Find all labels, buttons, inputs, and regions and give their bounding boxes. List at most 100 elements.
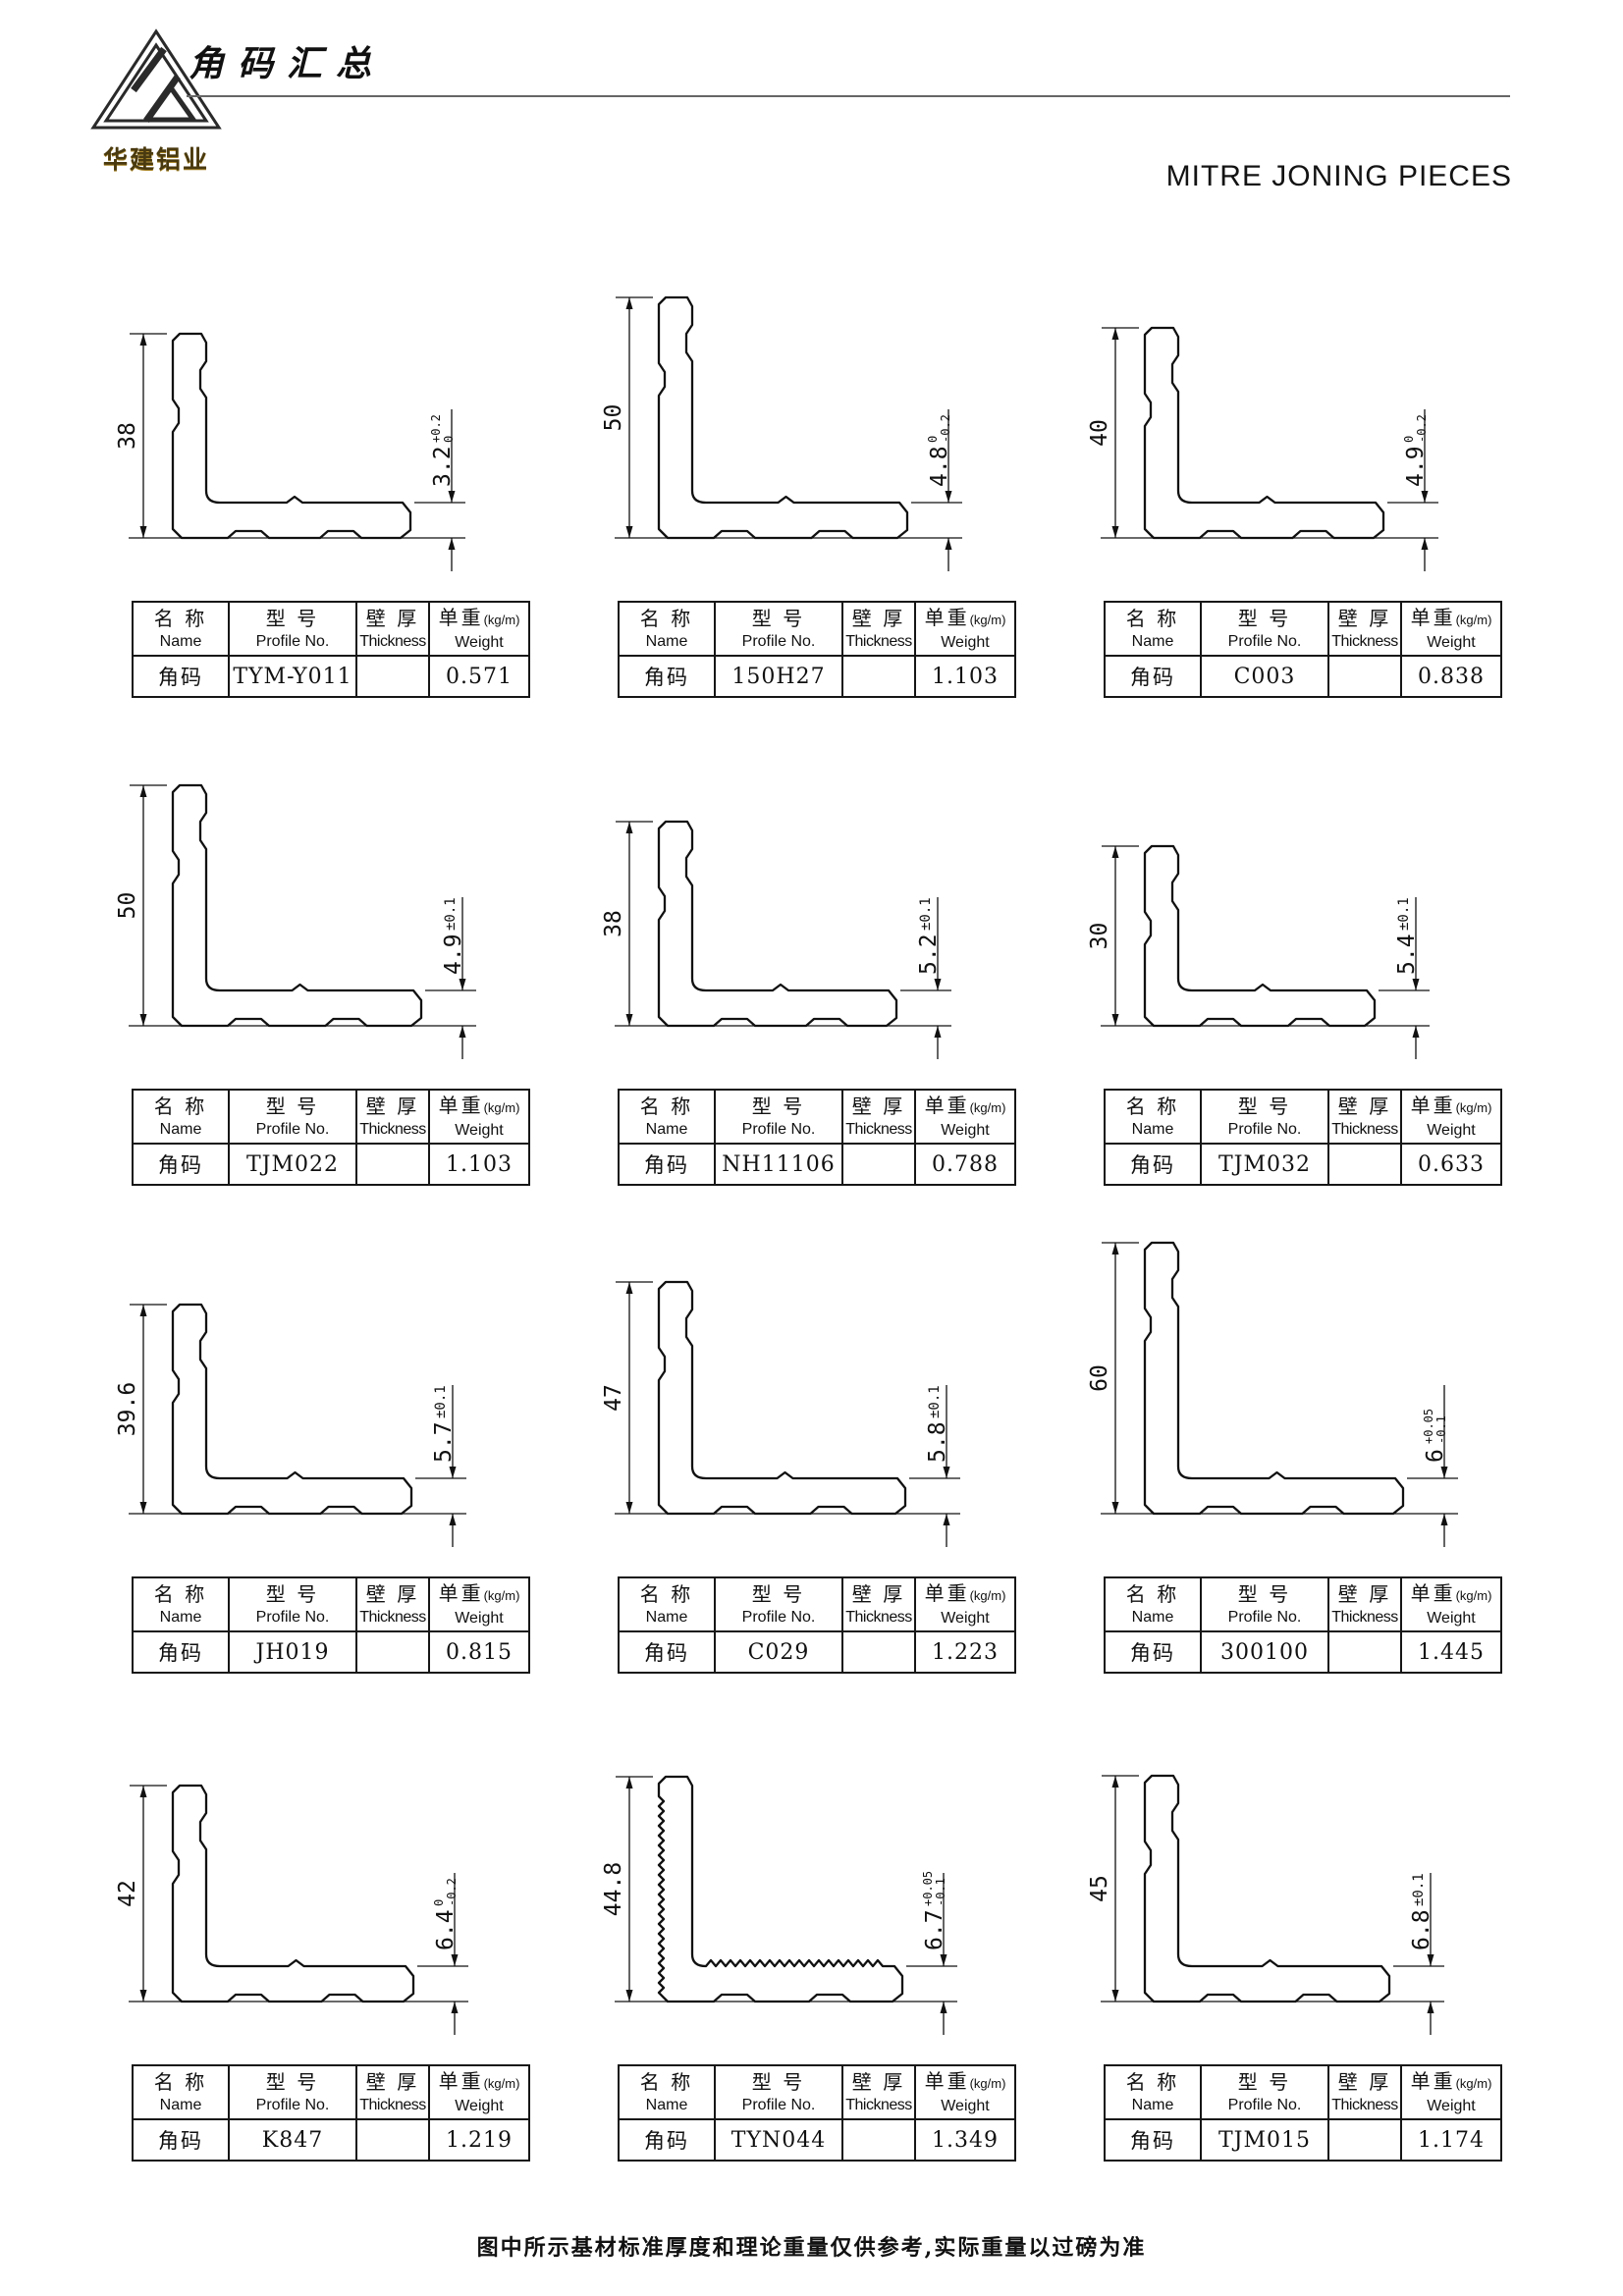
spec-header-row: 名 称 Name 型 号 Profile No. 壁 厚 Thickness 单重(k… <box>132 2064 530 2120</box>
profile-cell: 45 6.8 ±0.1 名 称 Name 型 号 Profile No. 壁 厚 Thi… <box>1076 1697 1539 2162</box>
part-name: 角码 <box>1104 1143 1202 1186</box>
profile-spec-table: 名 称 Name 型 号 Profile No. 壁 厚 Thickness 单重(k… <box>1104 2064 1502 2162</box>
profile-spec-table: 名 称 Name 型 号 Profile No. 壁 厚 Thickness 单重(k… <box>1104 1089 1502 1186</box>
thickness-value <box>355 655 430 698</box>
svg-text:4.9: 4.9 <box>441 934 466 975</box>
svg-text:5.8: 5.8 <box>925 1421 950 1463</box>
spec-header-row: 名 称 Name 型 号 Profile No. 壁 厚 Thickness 单重(k… <box>1104 1089 1502 1145</box>
profile-no: TJM032 <box>1200 1143 1329 1186</box>
svg-text:-0.1: -0.1 <box>934 1878 947 1906</box>
profile-drawing: 42 6.4 0 -0.2 <box>115 1784 468 2035</box>
profile-drawing: 50 4.9 ±0.1 <box>115 783 476 1059</box>
profile-drawing: 38 3.2 +0.2 0 <box>115 332 465 571</box>
svg-text:±0.1: ±0.1 <box>433 1385 449 1418</box>
col-header-weight: 单重(kg/m) Weight <box>1400 1089 1502 1145</box>
col-header-weight: 单重(kg/m) Weight <box>914 2064 1016 2120</box>
profile-no: TJM015 <box>1200 2118 1329 2162</box>
profile-spec-table: 名 称 Name 型 号 Profile No. 壁 厚 Thickness 单重(k… <box>618 1089 1016 1186</box>
svg-text:±0.1: ±0.1 <box>1411 1873 1427 1906</box>
part-name: 角码 <box>618 1143 716 1186</box>
svg-text:5.7: 5.7 <box>431 1421 457 1463</box>
svg-text:-0.1: -0.1 <box>1434 1415 1448 1444</box>
profile-drawing: 45 6.8 ±0.1 <box>1087 1774 1444 2035</box>
col-header-name: 名 称 Name <box>132 1089 230 1145</box>
weight-value: 0.788 <box>914 1143 1016 1186</box>
profile-no: 300100 <box>1200 1630 1329 1674</box>
profile-spec-table: 名 称 Name 型 号 Profile No. 壁 厚 Thickness 单重(k… <box>1104 1576 1502 1674</box>
col-header-thickness: 壁 厚 Thickness <box>841 601 916 657</box>
col-header-thickness: 壁 厚 Thickness <box>1327 601 1402 657</box>
col-header-thickness: 壁 厚 Thickness <box>841 1089 916 1145</box>
svg-text:3.2: 3.2 <box>430 446 456 487</box>
profile-no: TYN044 <box>714 2118 843 2162</box>
profile-cell: 47 5.8 ±0.1 名 称 Name 型 号 Profile No. 壁 厚 Thi… <box>590 1209 1053 1674</box>
part-name: 角码 <box>132 655 230 698</box>
spec-data-row: 角码 C029 1.223 <box>618 1630 1016 1674</box>
col-header-name: 名 称 Name <box>132 1576 230 1632</box>
logo-triangle-icon <box>90 28 222 130</box>
svg-text:0: 0 <box>1402 436 1416 443</box>
page-subtitle: MITRE JONING PIECES <box>1165 160 1512 192</box>
spec-data-row: 角码 NH11106 0.788 <box>618 1143 1016 1186</box>
weight-value: 1.103 <box>428 1143 530 1186</box>
svg-text:30: 30 <box>1087 923 1112 950</box>
profile-spec-table: 名 称 Name 型 号 Profile No. 壁 厚 Thickness 单重(k… <box>1104 601 1502 698</box>
col-header-thickness: 壁 厚 Thickness <box>355 1576 430 1632</box>
profile-spec-table: 名 称 Name 型 号 Profile No. 壁 厚 Thickness 单重(k… <box>132 2064 530 2162</box>
spec-header-row: 名 称 Name 型 号 Profile No. 壁 厚 Thickness 单重(k… <box>132 1089 530 1145</box>
svg-text:40: 40 <box>1087 419 1112 447</box>
svg-text:6.7: 6.7 <box>922 1909 947 1950</box>
col-header-profile-no: 型 号 Profile No. <box>228 1576 357 1632</box>
profile-drawing: 39.6 5.7 ±0.1 <box>115 1303 466 1547</box>
svg-text:50: 50 <box>601 404 626 432</box>
profile-cell: 42 6.4 0 -0.2 名 称 Name 型 号 Profile No. 壁 厚 Th… <box>104 1697 567 2162</box>
thickness-value <box>841 655 916 698</box>
company-name: 华建铝业 <box>102 146 209 174</box>
profile-cell: 50 4.8 0 -0.2 名 称 Name 型 号 Profile No. 壁 厚 Th… <box>590 234 1053 698</box>
part-name: 角码 <box>132 1630 230 1674</box>
svg-text:6.4: 6.4 <box>433 1909 459 1950</box>
weight-value: 1.103 <box>914 655 1016 698</box>
spec-header-row: 名 称 Name 型 号 Profile No. 壁 厚 Thickness 单重(k… <box>1104 601 1502 657</box>
title-divider <box>187 95 1510 97</box>
profile-cell: 30 5.4 ±0.1 名 称 Name 型 号 Profile No. 壁 厚 Thi… <box>1076 721 1539 1186</box>
profile-no: C029 <box>714 1630 843 1674</box>
svg-text:+0.05: +0.05 <box>921 1871 935 1906</box>
weight-value: 1.219 <box>428 2118 530 2162</box>
col-header-name: 名 称 Name <box>618 2064 716 2120</box>
svg-text:+0.05: +0.05 <box>1422 1409 1435 1444</box>
spec-data-row: 角码 TJM022 1.103 <box>132 1143 530 1186</box>
profile-cell: 44.8 6.7 +0.05 -0.1 名 称 Name 型 号 Profile No.… <box>590 1697 1053 2162</box>
col-header-thickness: 壁 厚 Thickness <box>1327 1576 1402 1632</box>
svg-text:0: 0 <box>926 436 940 443</box>
spec-data-row: 角码 JH019 0.815 <box>132 1630 530 1674</box>
page-title: 角码汇总 <box>189 43 386 84</box>
weight-value: 0.571 <box>428 655 530 698</box>
thickness-value <box>841 2118 916 2162</box>
col-header-weight: 单重(kg/m) Weight <box>428 1089 530 1145</box>
svg-text:-0.2: -0.2 <box>1415 414 1429 443</box>
col-header-thickness: 壁 厚 Thickness <box>355 2064 430 2120</box>
col-header-thickness: 壁 厚 Thickness <box>841 2064 916 2120</box>
col-header-profile-no: 型 号 Profile No. <box>1200 2064 1329 2120</box>
spec-data-row: 角码 TJM015 1.174 <box>1104 2118 1502 2162</box>
col-header-weight: 单重(kg/m) Weight <box>914 601 1016 657</box>
col-header-weight: 单重(kg/m) Weight <box>428 601 530 657</box>
profile-no: TJM022 <box>228 1143 357 1186</box>
svg-text:±0.1: ±0.1 <box>918 897 934 931</box>
spec-data-row: 角码 TYM-Y011 0.571 <box>132 655 530 698</box>
profile-drawing: 47 5.8 ±0.1 <box>601 1280 960 1547</box>
thickness-value <box>1327 655 1402 698</box>
profile-cell: 60 6 +0.05 -0.1 名 称 Name 型 号 Profile No. 壁 厚… <box>1076 1209 1539 1674</box>
col-header-name: 名 称 Name <box>1104 1576 1202 1632</box>
profile-cell: 50 4.9 ±0.1 名 称 Name 型 号 Profile No. 壁 厚 Thi… <box>104 721 567 1186</box>
profile-cell: 38 5.2 ±0.1 名 称 Name 型 号 Profile No. 壁 厚 Thi… <box>590 721 1053 1186</box>
svg-text:60: 60 <box>1087 1364 1112 1392</box>
svg-text:4.9: 4.9 <box>1403 446 1429 487</box>
col-header-name: 名 称 Name <box>132 601 230 657</box>
col-header-weight: 单重(kg/m) Weight <box>428 2064 530 2120</box>
spec-data-row: 角码 K847 1.219 <box>132 2118 530 2162</box>
thickness-value <box>355 1630 430 1674</box>
